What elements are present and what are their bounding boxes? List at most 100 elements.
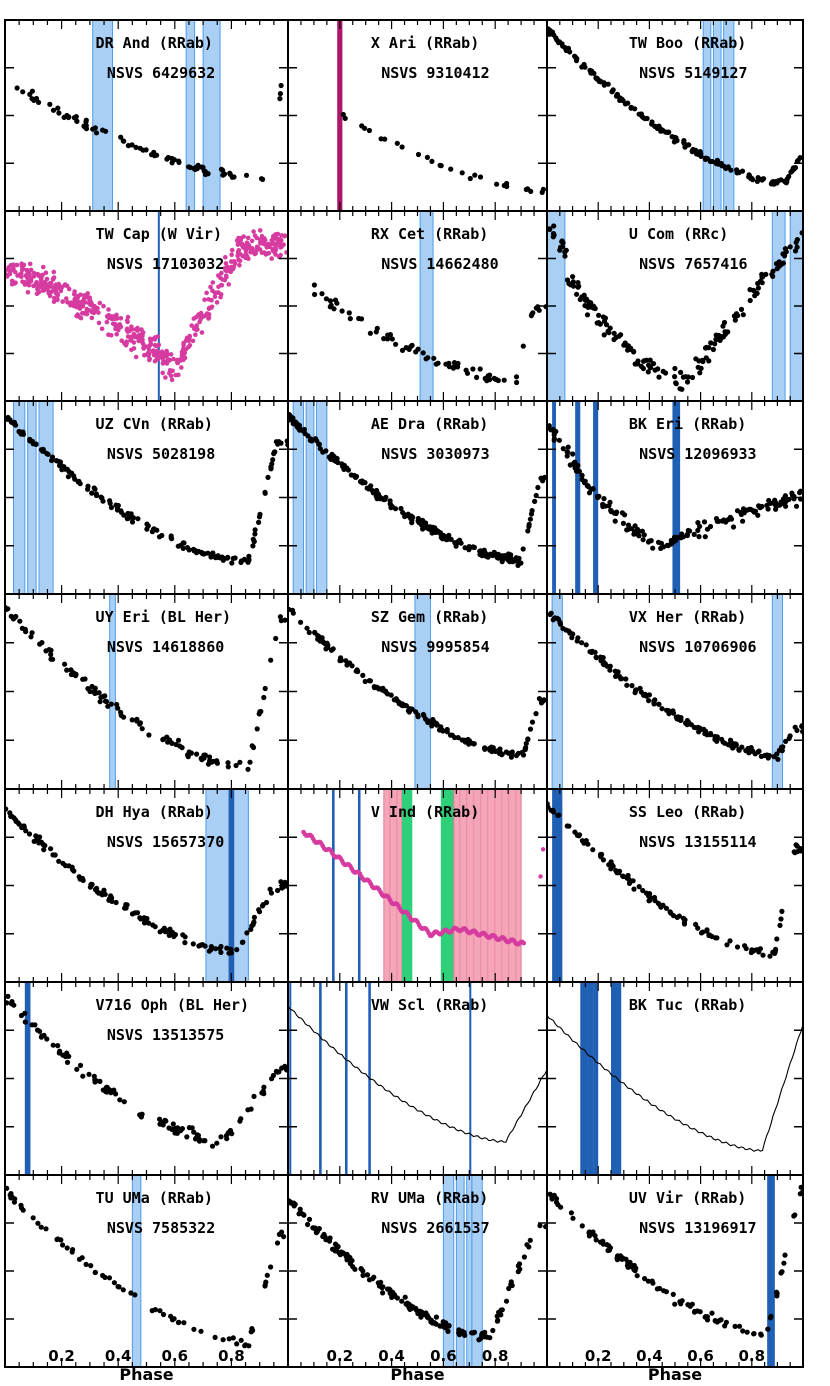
data-point	[49, 457, 55, 464]
data-point	[310, 1225, 316, 1231]
data-point	[515, 562, 521, 569]
data-point	[629, 683, 635, 689]
data-point	[317, 638, 323, 644]
data-point	[523, 186, 529, 193]
phase-band	[319, 982, 322, 1175]
data-point	[744, 1329, 750, 1335]
data-point	[645, 369, 651, 375]
data-point	[740, 506, 747, 512]
data-point	[87, 295, 93, 301]
data-point	[551, 223, 557, 229]
data-point	[583, 642, 589, 648]
data-point	[600, 655, 606, 661]
data-point	[238, 1116, 244, 1122]
data-point	[776, 263, 783, 269]
data-point	[601, 82, 607, 88]
data-point	[193, 332, 198, 338]
data-point	[175, 1125, 181, 1131]
data-point	[670, 913, 677, 919]
data-point	[319, 291, 325, 297]
data-point	[218, 166, 225, 172]
data-point	[341, 466, 347, 472]
data-point	[706, 358, 712, 364]
phase-band	[92, 20, 114, 211]
data-point	[55, 297, 60, 303]
data-point	[385, 332, 391, 338]
data-point	[62, 661, 68, 667]
data-point	[727, 938, 733, 944]
data-point	[427, 719, 433, 725]
data-point	[167, 926, 173, 932]
data-point	[27, 436, 33, 442]
data-point	[608, 508, 614, 514]
data-point	[238, 1337, 244, 1343]
data-point	[429, 158, 435, 164]
panel-x-ari-rrab: X Ari (RRab) NSVS 9310412	[287, 19, 548, 212]
data-point	[278, 252, 283, 258]
data-point	[643, 890, 650, 896]
data-point	[600, 661, 606, 667]
data-point	[20, 279, 25, 285]
phase-band	[455, 1175, 465, 1367]
data-point	[459, 170, 465, 176]
data-point	[581, 61, 587, 68]
data-point	[593, 75, 599, 81]
data-point	[529, 719, 536, 725]
data-point	[5, 1000, 10, 1006]
data-point	[251, 229, 256, 234]
data-point	[259, 903, 266, 909]
panel-title: V Ind (RRab)	[371, 803, 479, 821]
data-point	[673, 135, 679, 141]
data-point	[113, 1091, 119, 1097]
data-point	[476, 1337, 482, 1343]
data-point	[488, 744, 494, 750]
data-point	[555, 616, 562, 622]
data-point	[130, 515, 136, 521]
data-point	[631, 349, 637, 355]
data-point	[714, 738, 720, 744]
data-point	[191, 548, 197, 554]
data-point	[498, 1312, 504, 1318]
data-point	[707, 158, 713, 164]
x-tick-label: 0.8	[218, 1347, 245, 1365]
data-point	[229, 252, 234, 258]
data-point	[675, 714, 681, 720]
data-point	[214, 300, 220, 305]
data-point	[5, 993, 11, 1000]
data-point	[650, 361, 657, 367]
data-point	[462, 1332, 468, 1338]
panel-title: BK Eri (RRab)	[629, 415, 746, 433]
data-point	[262, 685, 268, 692]
data-point	[114, 332, 119, 337]
data-point	[93, 492, 99, 499]
data-point	[250, 543, 256, 549]
panel-title: TU UMa (RRab)	[96, 1189, 213, 1207]
data-point	[312, 436, 319, 442]
data-point	[437, 1323, 443, 1329]
data-point	[684, 379, 691, 385]
data-point	[415, 714, 421, 720]
data-point	[378, 495, 384, 501]
phase-band	[552, 789, 563, 982]
data-point	[619, 97, 625, 103]
data-point	[656, 123, 662, 129]
data-point	[732, 1323, 738, 1329]
data-point	[212, 294, 218, 300]
data-point	[138, 1114, 144, 1120]
data-point	[787, 244, 793, 250]
data-point	[77, 1062, 84, 1068]
data-point	[71, 473, 77, 479]
data-point	[86, 300, 92, 306]
data-point	[381, 336, 387, 342]
data-point	[547, 31, 552, 37]
data-point	[775, 178, 781, 184]
panel-subtitle: NSVS 13155114	[639, 833, 756, 851]
data-point	[734, 944, 741, 950]
data-point	[17, 272, 23, 277]
data-point	[446, 360, 452, 366]
data-point	[376, 685, 382, 691]
data-point	[100, 498, 106, 504]
data-point	[262, 1283, 268, 1289]
data-point	[360, 1272, 366, 1278]
data-point	[104, 314, 110, 319]
